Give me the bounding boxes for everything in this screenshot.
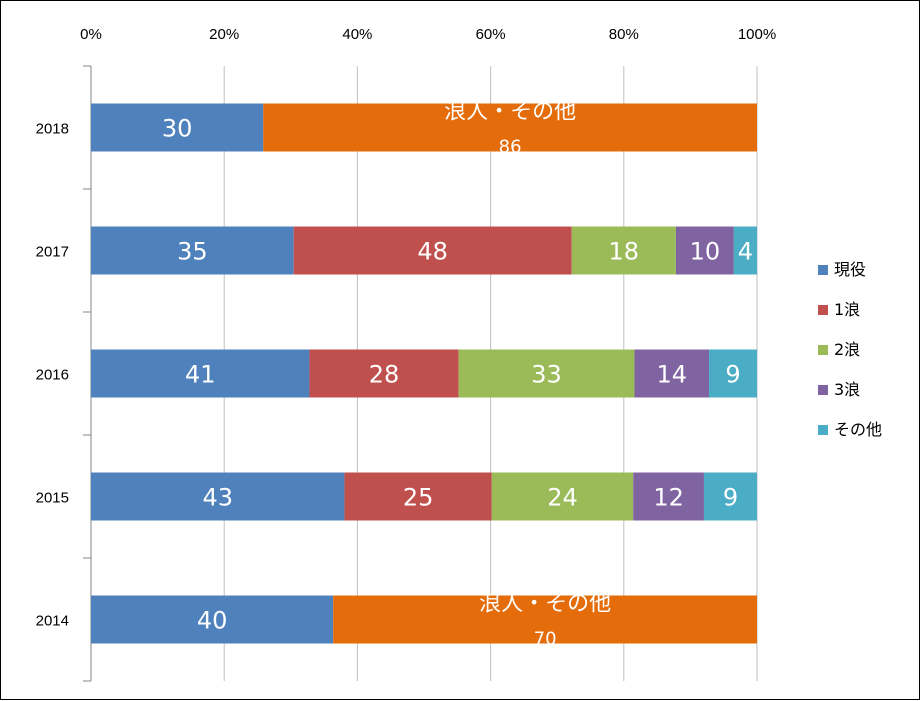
x-tick-label: 60% [476, 26, 506, 43]
bar-segment [344, 472, 492, 521]
category-label: 2016 [36, 367, 69, 384]
data-label: 86 [499, 137, 522, 158]
legend-swatch [818, 265, 828, 275]
legend-entry: その他 [834, 420, 882, 439]
legend-entry: 2浪 [834, 340, 860, 359]
category-label: 2017 [36, 244, 69, 261]
bar-segment [91, 349, 310, 398]
bar-segment [91, 226, 294, 275]
bar-segment [709, 349, 757, 398]
bar-segment [675, 226, 734, 275]
bar-segment [458, 349, 635, 398]
category-label: 2014 [36, 613, 69, 630]
legend-swatch [818, 385, 828, 395]
data-label: 12 [653, 484, 684, 512]
data-label: 10 [690, 238, 721, 266]
bar-segment [91, 103, 264, 152]
data-label: 4 [738, 238, 753, 266]
data-label: 24 [547, 484, 578, 512]
x-tick-label: 100% [738, 26, 776, 43]
legend-entry: 現役 [834, 260, 866, 279]
data-label: 18 [609, 238, 640, 266]
x-tick-label: 0% [80, 26, 102, 43]
data-label: 9 [725, 361, 740, 389]
data-label: 25 [403, 484, 434, 512]
bar-segment [571, 226, 676, 275]
bar-segment [491, 472, 634, 521]
bar-segment [634, 349, 710, 398]
x-tick-label: 80% [609, 26, 639, 43]
bar-segment [733, 226, 757, 275]
category-label: 2015 [36, 490, 69, 507]
bar-segment [263, 103, 757, 152]
data-label: 35 [177, 238, 208, 266]
data-label: 41 [185, 361, 216, 389]
data-label: 9 [723, 484, 738, 512]
data-label: 30 [162, 115, 193, 143]
data-label: 48 [417, 238, 448, 266]
data-label: 40 [197, 607, 228, 635]
segment-series-label: 浪人・その他 [444, 100, 576, 125]
x-tick-label: 40% [342, 26, 372, 43]
bar-segment [91, 595, 334, 644]
legend-swatch [818, 425, 828, 435]
bar-segment [293, 226, 572, 275]
data-label: 70 [534, 629, 557, 650]
bar-segment [309, 349, 459, 398]
bar-segment [703, 472, 757, 521]
bar-segment [633, 472, 704, 521]
legend-entry: 1浪 [834, 300, 860, 319]
legend-swatch [818, 305, 828, 315]
data-label: 14 [656, 361, 687, 389]
data-label: 33 [531, 361, 562, 389]
legend-entry: 3浪 [834, 380, 860, 399]
x-tick-label: 20% [209, 26, 239, 43]
legend-swatch [818, 345, 828, 355]
segment-series-label: 浪人・その他 [479, 592, 611, 617]
bar-segment [91, 472, 345, 521]
data-label: 43 [202, 484, 233, 512]
data-label: 28 [369, 361, 400, 389]
bar-segment [333, 595, 757, 644]
category-label: 2018 [36, 121, 69, 138]
